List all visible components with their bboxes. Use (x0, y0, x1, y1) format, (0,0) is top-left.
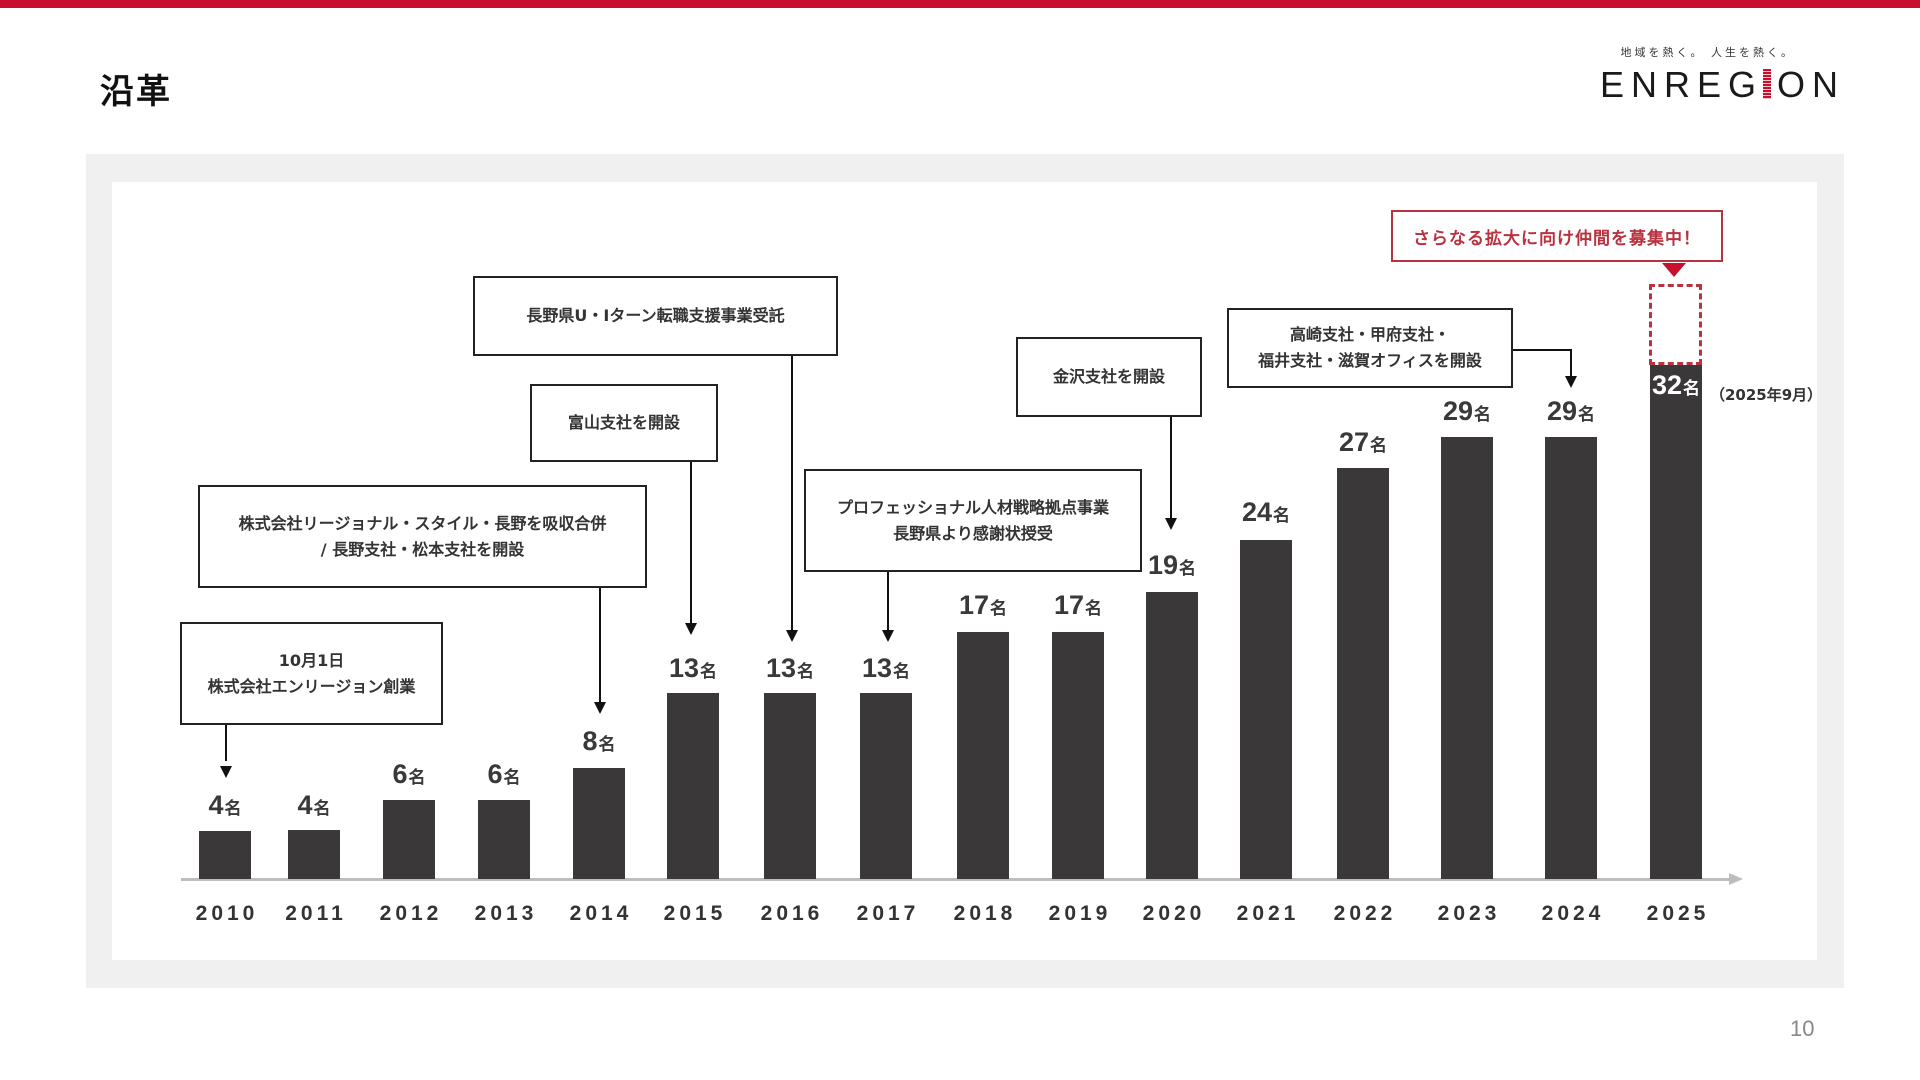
milestone-takasaki: 高崎支社・甲府支社・ 福井支社・滋賀オフィスを開設 (1227, 308, 1513, 388)
logo-wordmark: ENREG ON (1600, 64, 1845, 106)
x-tick-label: 2017 (856, 902, 920, 925)
x-tick-label: 2022 (1333, 902, 1397, 925)
arrow-down-icon (220, 766, 232, 778)
arrow-down-icon (882, 630, 894, 642)
x-tick-label: 2024 (1541, 902, 1605, 925)
x-axis-arrow-icon (1729, 873, 1743, 885)
logo-text-left: ENREG (1600, 64, 1764, 105)
arrow-down-icon (1565, 376, 1577, 388)
bar-2010 (199, 831, 251, 879)
recruiting-callout: さらなる拡大に向け仲間を募集中！ (1391, 210, 1723, 262)
bar-2021 (1240, 540, 1292, 879)
bar-value-label: 27名 (1338, 427, 1388, 457)
connector-line (690, 462, 692, 627)
bar-value-label: 13名 (861, 653, 911, 683)
bar-value-label: 19名 (1147, 550, 1197, 580)
bar-value-label: 4名 (208, 790, 242, 820)
page-title: 沿革 (100, 72, 172, 112)
x-axis-line (181, 878, 1731, 881)
x-tick-label: 2010 (195, 902, 259, 925)
connector-line (791, 356, 793, 633)
logo-i-bar-icon (1763, 69, 1772, 99)
page-number: 10 (1790, 1016, 1815, 1041)
future-growth-placeholder (1649, 284, 1702, 365)
arrow-down-icon (594, 702, 606, 714)
x-tick-label: 2020 (1142, 902, 1206, 925)
milestone-founding: 10月1日 株式会社エンリージョン創業 (180, 622, 443, 725)
x-tick-label: 2011 (285, 902, 347, 925)
connector-line (887, 572, 889, 630)
x-tick-label: 2012 (379, 902, 443, 925)
x-tick-label: 2015 (663, 902, 727, 925)
bar-2024 (1545, 437, 1597, 879)
bar-2020 (1146, 592, 1198, 879)
x-tick-label: 2023 (1437, 902, 1501, 925)
bar-2019 (1052, 632, 1104, 879)
logo-text-right: ON (1777, 64, 1846, 105)
bar-2017 (860, 693, 912, 879)
logo-tagline: 地域を熱く。 人生を熱く。 (1620, 46, 1795, 59)
x-tick-label: 2018 (953, 902, 1017, 925)
x-tick-label: 2013 (474, 902, 538, 925)
bar-2023 (1441, 437, 1493, 879)
x-tick-label: 2021 (1236, 902, 1300, 925)
milestone-ui-turn: 長野県U・Iターン転職支援事業受託 (473, 276, 838, 356)
arrow-down-icon (1165, 518, 1177, 530)
arrow-down-icon (685, 623, 697, 635)
bar-2018 (957, 632, 1009, 879)
bar-value-label: 4名 (297, 790, 331, 820)
bar-2015 (667, 693, 719, 879)
callout-pointer-icon (1662, 263, 1686, 277)
bar-value-label: 17名 (1053, 590, 1103, 620)
x-tick-label: 2016 (760, 902, 824, 925)
connector-line (1570, 349, 1572, 377)
connector-line (599, 588, 601, 706)
bar-value-label: 8名 (582, 726, 616, 756)
bar-2014 (573, 768, 625, 879)
bar-2025 (1650, 365, 1702, 879)
milestone-merger: 株式会社リージョナル・スタイル・長野を吸収合併 / 長野支社・松本支社を開設 (198, 485, 647, 588)
milestone-professional: プロフェッショナル人材戦略拠点事業 長野県より感謝状授受 (804, 469, 1142, 572)
bar-2012 (383, 800, 435, 879)
bar-value-label: 6名 (487, 759, 521, 789)
connector-line (1170, 417, 1172, 521)
connector-line (1513, 349, 1572, 351)
x-tick-label: 2014 (569, 902, 633, 925)
arrow-down-icon (786, 630, 798, 642)
bar-2011 (288, 830, 340, 879)
x-tick-label: 2025 (1646, 902, 1710, 925)
milestone-kanazawa: 金沢支社を開設 (1016, 337, 1202, 417)
milestone-toyama: 富山支社を開設 (530, 384, 718, 462)
bar-value-label: 6名 (392, 759, 426, 789)
bar-value-label: 13名 (668, 653, 718, 683)
bar-value-label: 13名 (765, 653, 815, 683)
bar-value-label: 32名 (1651, 370, 1701, 400)
bar-value-label: 29名 (1442, 396, 1492, 426)
top-accent-bar (0, 0, 1920, 8)
bar-2022 (1337, 468, 1389, 879)
bar-2016 (764, 693, 816, 879)
bar-value-label: 17名 (958, 590, 1008, 620)
company-logo: 地域を熱く。 人生を熱く。 ENREG ON (1600, 44, 1865, 106)
x-tick-label: 2019 (1048, 902, 1112, 925)
date-note: （2025年9月） (1710, 386, 1823, 404)
bar-value-label: 29名 (1546, 396, 1596, 426)
connector-line (225, 725, 227, 761)
bar-value-label: 24名 (1241, 497, 1291, 527)
bar-2013 (478, 800, 530, 879)
